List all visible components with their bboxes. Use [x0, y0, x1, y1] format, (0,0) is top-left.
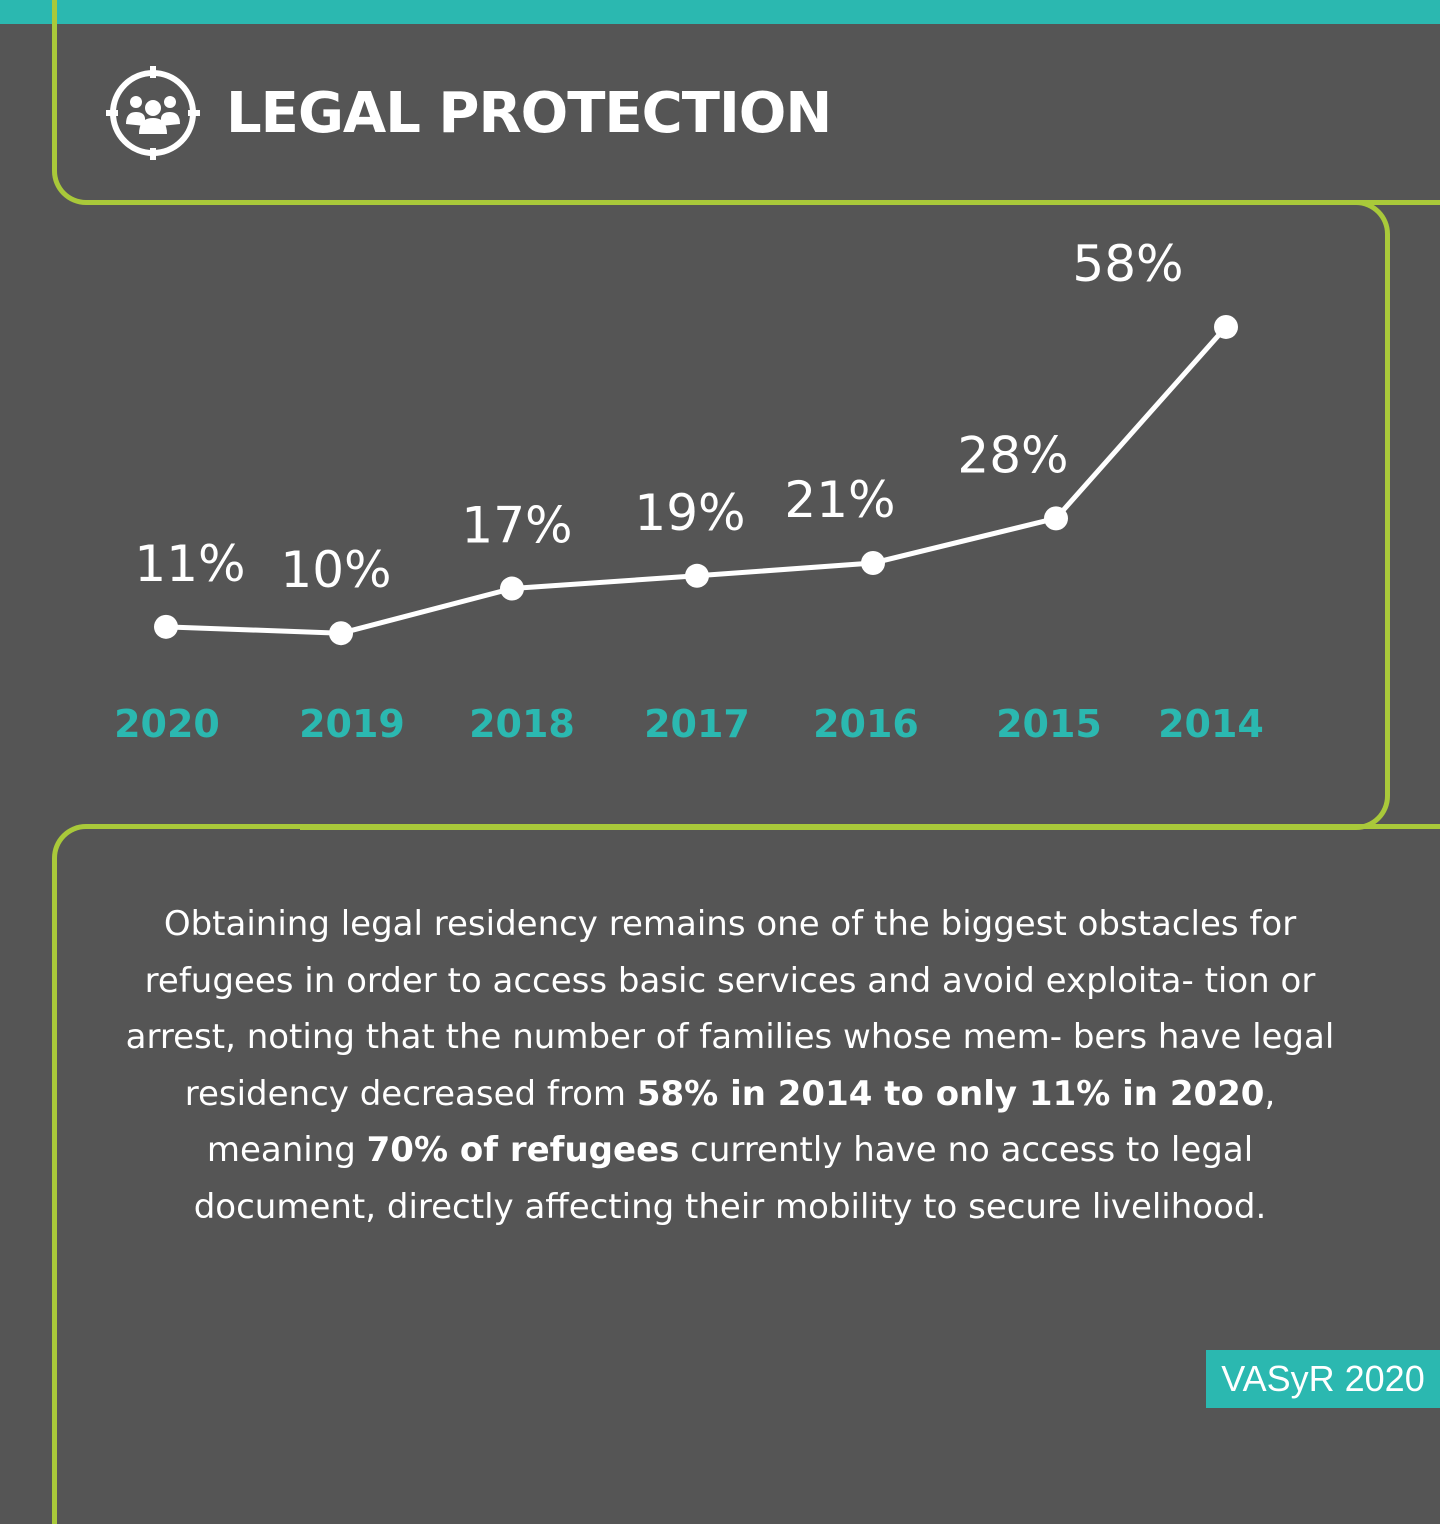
- header: LEGAL PROTECTION: [106, 66, 832, 160]
- top-accent-band: [0, 0, 1440, 24]
- data-point-2017: [685, 563, 709, 588]
- source-badge: VASyR 2020: [1206, 1350, 1440, 1408]
- data-point-2018: [500, 576, 524, 601]
- text-frame: [52, 824, 1440, 1524]
- page-title: LEGAL PROTECTION: [226, 80, 832, 146]
- value-label-2014: 58%: [1072, 235, 1183, 293]
- data-point-2016: [861, 551, 885, 576]
- description-highlight-refugees: 70% of refugees: [366, 1130, 680, 1170]
- data-point-2020: [154, 614, 178, 639]
- x-tick-label-2017: 2017: [644, 702, 750, 746]
- value-label-2020: 11%: [134, 535, 245, 593]
- x-tick-label-2019: 2019: [299, 702, 405, 746]
- data-point-2015: [1044, 506, 1068, 531]
- x-tick-label-2020: 2020: [114, 702, 220, 746]
- line-chart: 11% 10% 17% 19% 21% 28% 58% 2020 2019 2018 2017 201…: [114, 235, 1264, 746]
- value-label-2015: 28%: [957, 426, 1068, 484]
- x-tick-label-2016: 2016: [813, 702, 919, 746]
- x-tick-label-2015: 2015: [996, 702, 1102, 746]
- people-target-icon: [106, 66, 200, 160]
- value-label-2017: 19%: [634, 484, 745, 542]
- data-point-2019: [329, 621, 353, 646]
- description-text-2: , meaning: [206, 1073, 1276, 1171]
- value-label-2018: 17%: [461, 497, 572, 555]
- value-label-2016: 21%: [784, 471, 895, 529]
- description-highlight-decline: 58% in 2014 to only 11% in 2020: [636, 1073, 1265, 1114]
- x-tick-label-2014: 2014: [1158, 702, 1264, 746]
- value-label-2019: 10%: [280, 541, 391, 599]
- description-text-3: currently have no access to legal docume…: [193, 1130, 1267, 1227]
- x-tick-label-2018: 2018: [469, 702, 575, 746]
- description-text-1: Obtaining legal residency remains one of…: [125, 904, 1335, 1114]
- data-point-2014: [1214, 314, 1238, 339]
- description-paragraph: Obtaining legal residency remains one of…: [120, 896, 1340, 1235]
